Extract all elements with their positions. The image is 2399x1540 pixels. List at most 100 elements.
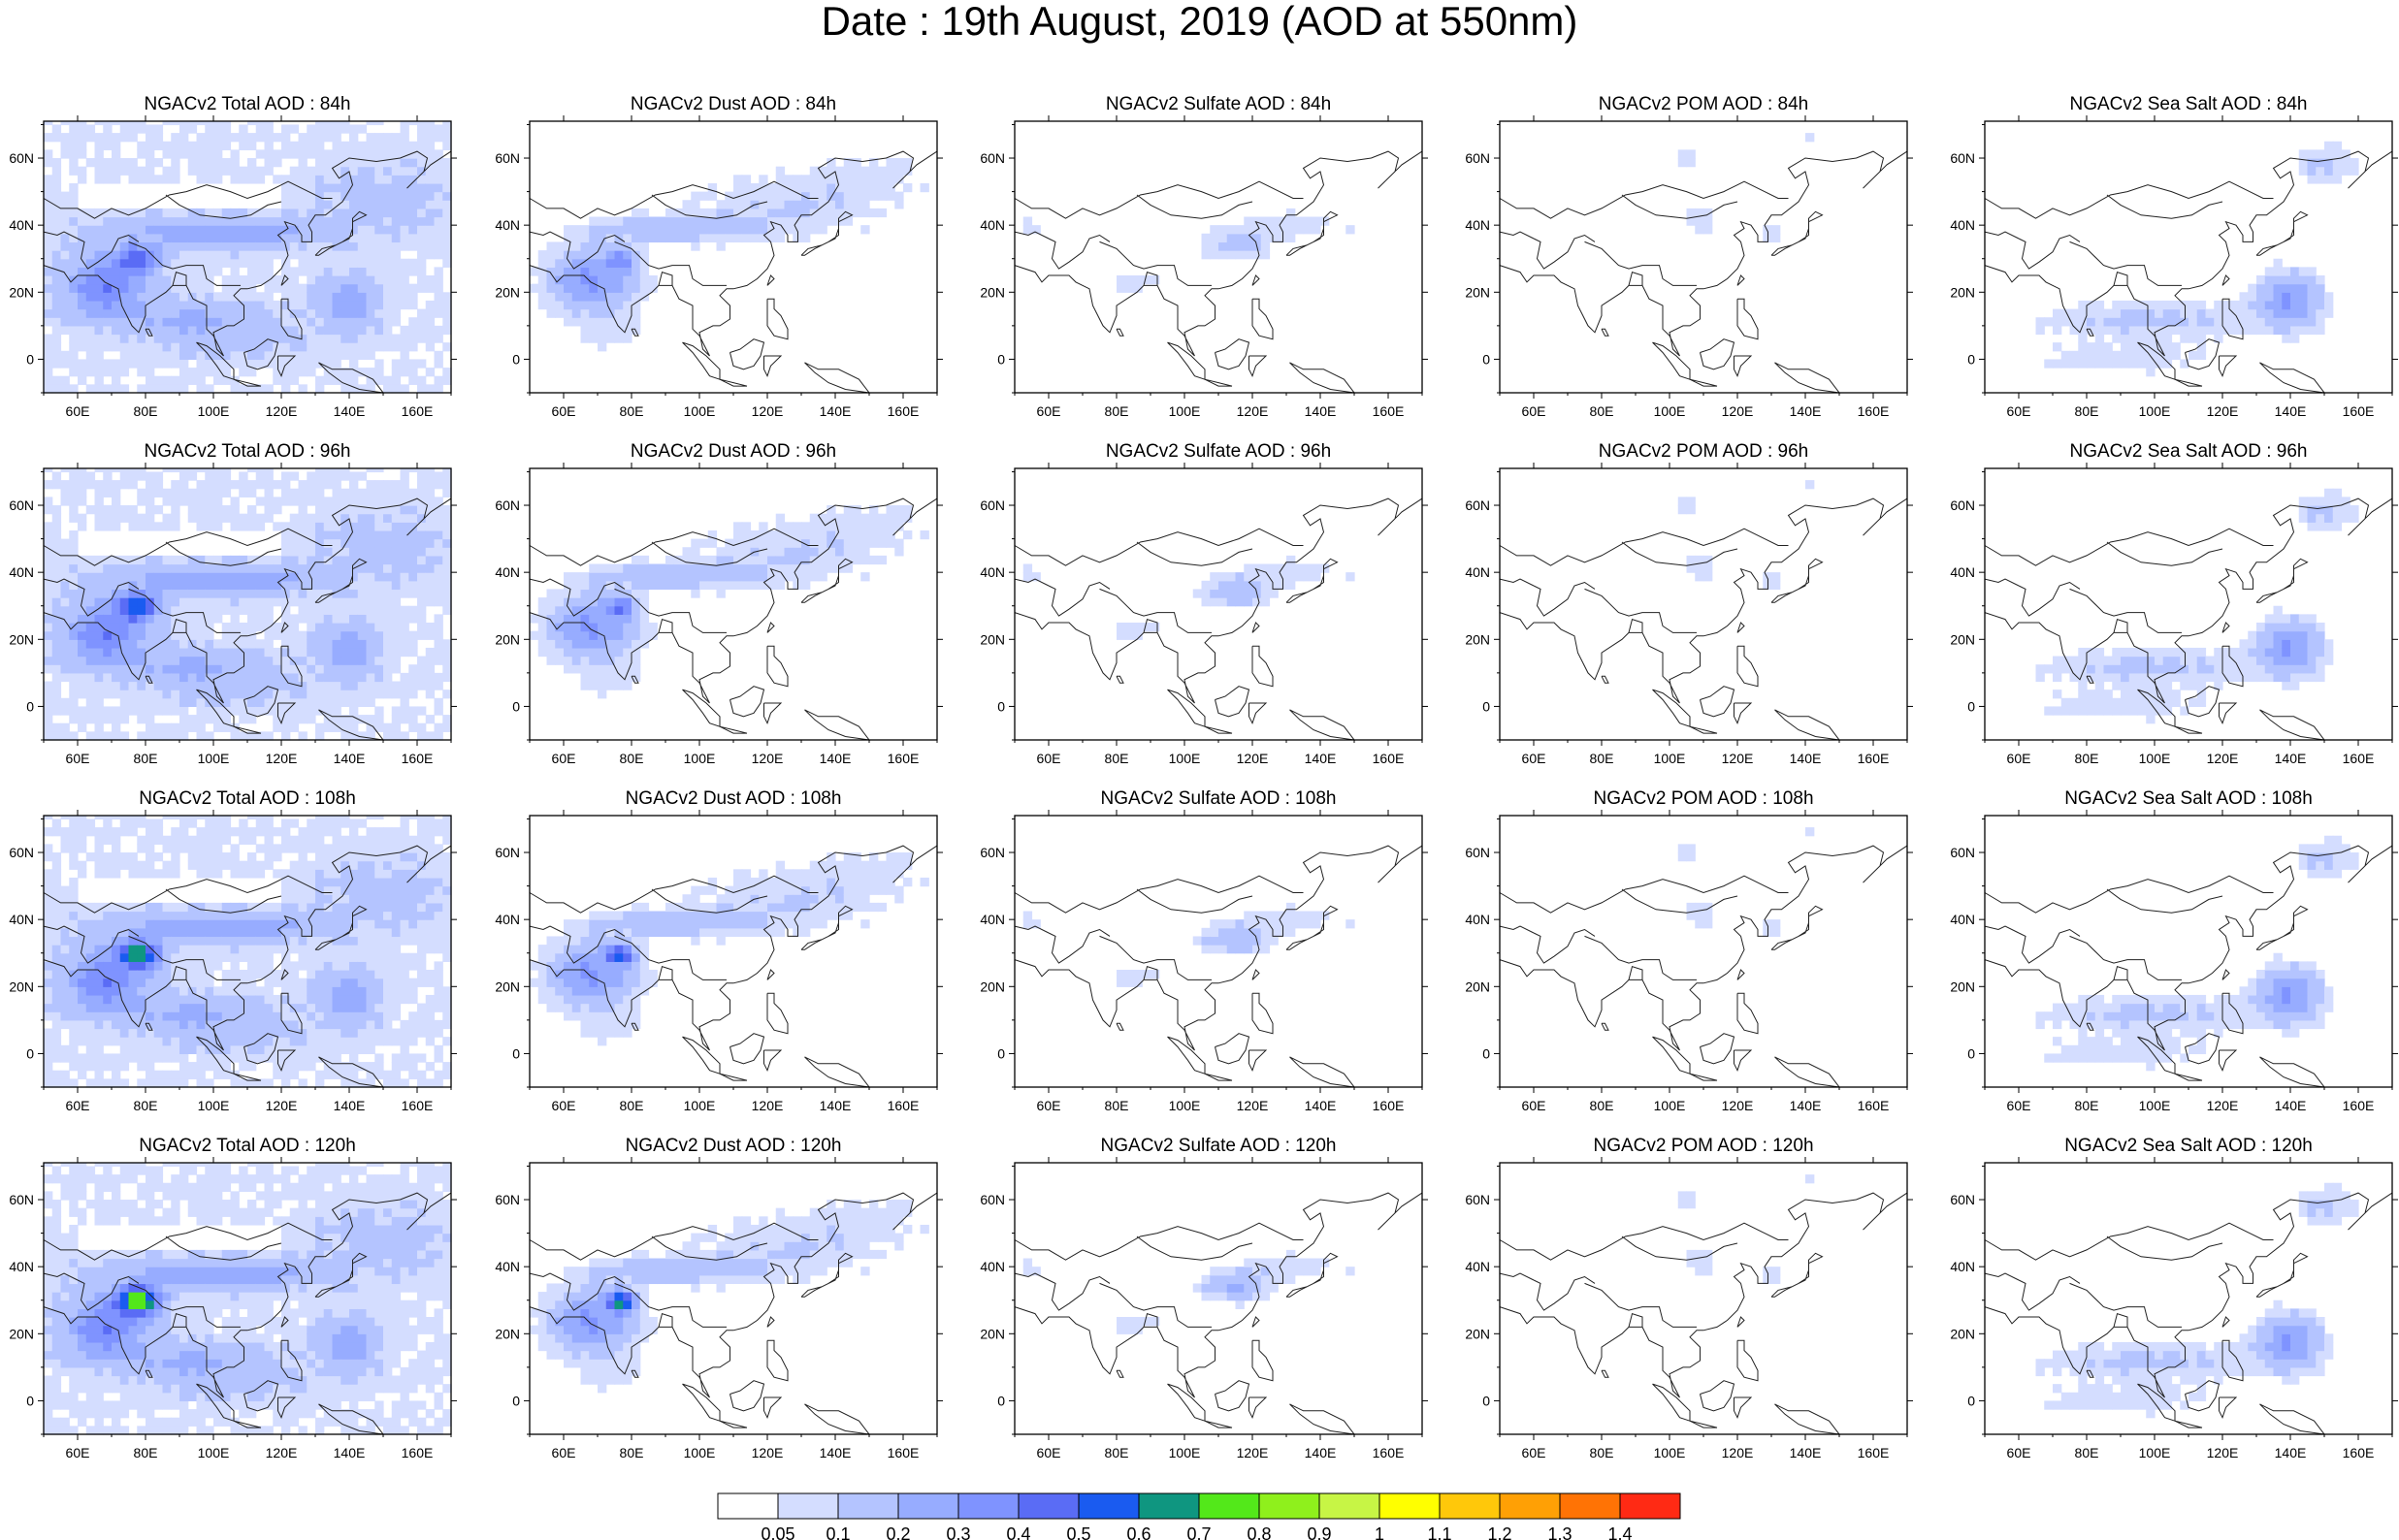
lon-tick-label: 140E (2275, 1445, 2307, 1460)
lat-tick-label: 0 (1967, 1045, 1975, 1061)
lon-tick-label: 120E (1722, 1445, 1754, 1460)
panel-title: NGACv2 Sea Salt AOD : 108h (2064, 788, 2313, 809)
panel-title: NGACv2 Sulfate AOD : 84h (1106, 94, 1331, 114)
map-panel: NGACv2 Dust AOD : 96h 60E 80E 100E 120E 140E 1… (495, 441, 943, 766)
lon-tick-label: 120E (1237, 751, 1269, 766)
lat-tick-label: 60N (9, 845, 34, 860)
lon-tick-label: 160E (1858, 1445, 1890, 1460)
lon-tick-label: 100E (198, 1098, 230, 1113)
map-panel: NGACv2 Total AOD : 84h 60E 80E 100E 120E 140E… (9, 94, 457, 419)
lat-tick-label: 60N (1465, 497, 1490, 513)
lat-tick-label: 20N (1465, 631, 1490, 647)
lat-tick-label: 40N (1950, 1259, 1975, 1274)
map-panel: NGACv2 Sea Salt AOD : 84h 60E 80E 100E 120E 1… (1950, 94, 2398, 419)
lon-tick-label: 120E (2207, 403, 2239, 419)
lon-tick-label: 140E (1790, 1445, 1822, 1460)
colorbar-label: 1.3 (1547, 1524, 1572, 1540)
lat-tick-label: 40N (495, 1259, 520, 1274)
lat-tick-label: 60N (9, 150, 34, 166)
lat-tick-label: 40N (980, 217, 1005, 233)
panel-title: NGACv2 Dust AOD : 84h (631, 94, 836, 114)
lon-tick-label: 160E (402, 1098, 434, 1113)
lat-tick-label: 20N (1465, 284, 1490, 300)
panel-title: NGACv2 Sea Salt AOD : 96h (2069, 441, 2307, 462)
lon-tick-label: 120E (266, 751, 298, 766)
colorbar-label: 1.1 (1427, 1524, 1451, 1540)
lat-tick-label: 40N (9, 217, 34, 233)
map-panel: NGACv2 Total AOD : 120h 60E 80E 100E 120E 140… (9, 1136, 457, 1460)
panel-title: NGACv2 Sulfate AOD : 120h (1101, 1136, 1337, 1156)
lon-tick-label: 80E (620, 1445, 644, 1460)
lat-tick-label: 40N (9, 1259, 34, 1274)
lon-tick-label: 80E (620, 403, 644, 419)
lat-tick-label: 60N (1950, 845, 1975, 860)
lon-tick-label: 100E (2139, 1098, 2171, 1113)
lat-tick-label: 0 (997, 351, 1005, 367)
lat-tick-label: 60N (9, 497, 34, 513)
lat-tick-label: 0 (512, 1045, 520, 1061)
lon-tick-label: 140E (334, 1445, 366, 1460)
coastlines (1984, 1192, 2393, 1435)
lon-tick-label: 60E (1522, 1445, 1546, 1460)
colorbar-label: 1 (1375, 1524, 1384, 1540)
coastlines (1499, 497, 1908, 741)
lon-tick-label: 140E (334, 751, 366, 766)
lat-tick-label: 0 (997, 1045, 1005, 1061)
panel-title: NGACv2 Total AOD : 120h (139, 1136, 356, 1156)
aod-field (2035, 488, 2359, 724)
map-panel: NGACv2 Sea Salt AOD : 96h 60E 80E 100E 120E 1… (1950, 441, 2398, 766)
lon-tick-label: 120E (2207, 751, 2239, 766)
lat-tick-label: 20N (1950, 284, 1975, 300)
aod-field (1677, 827, 1815, 938)
map-panel: NGACv2 Total AOD : 108h 60E 80E 100E 120E 140… (9, 788, 457, 1113)
lat-tick-label: 20N (1950, 631, 1975, 647)
colorbar-label: 0.2 (886, 1524, 910, 1540)
coastlines (43, 150, 452, 394)
lon-tick-label: 140E (2275, 403, 2307, 419)
colorbar-label: 1.2 (1487, 1524, 1511, 1540)
lat-tick-label: 60N (1465, 845, 1490, 860)
colorbar-swatch (1258, 1492, 1320, 1520)
lat-tick-label: 20N (9, 1326, 34, 1341)
lon-tick-label: 100E (2139, 751, 2171, 766)
lat-tick-label: 20N (980, 284, 1005, 300)
lon-tick-label: 60E (1037, 1445, 1061, 1460)
lon-tick-label: 100E (684, 751, 716, 766)
lon-tick-label: 80E (2075, 403, 2099, 419)
aod-field (44, 121, 452, 394)
lat-tick-label: 40N (980, 564, 1005, 580)
panel-title: NGACv2 Total AOD : 84h (145, 94, 351, 114)
aod-field (530, 1200, 929, 1394)
lon-tick-label: 100E (1654, 751, 1686, 766)
lon-tick-label: 120E (1722, 1098, 1754, 1113)
lat-tick-label: 20N (9, 631, 34, 647)
aod-field (530, 852, 929, 1046)
lon-tick-label: 140E (820, 751, 852, 766)
lat-tick-label: 60N (980, 845, 1005, 860)
aod-field (44, 468, 452, 741)
lon-tick-label: 120E (2207, 1098, 2239, 1113)
lon-tick-label: 60E (552, 403, 576, 419)
lat-tick-label: 0 (26, 1393, 34, 1408)
lon-tick-label: 120E (1237, 403, 1269, 419)
map-panel: NGACv2 POM AOD : 108h 60E 80E 100E 120E 140E 1… (1465, 788, 1913, 1113)
aod-field (1022, 208, 1355, 293)
lat-tick-label: 20N (980, 1326, 1005, 1341)
lon-tick-label: 100E (1654, 1098, 1686, 1113)
lat-tick-label: 60N (9, 1192, 34, 1207)
lon-tick-label: 160E (888, 1098, 920, 1113)
lon-tick-label: 160E (2343, 1098, 2375, 1113)
lon-tick-label: 140E (334, 403, 366, 419)
lon-tick-label: 120E (266, 1098, 298, 1113)
aod-field (530, 505, 929, 699)
coastlines (1499, 845, 1908, 1088)
lon-tick-label: 160E (2343, 1445, 2375, 1460)
lon-tick-label: 140E (1305, 1098, 1337, 1113)
lat-tick-label: 20N (9, 284, 34, 300)
lat-tick-label: 60N (495, 497, 520, 513)
lon-tick-label: 80E (2075, 1445, 2099, 1460)
colorbar-swatch (1138, 1492, 1200, 1520)
lon-tick-label: 100E (2139, 1445, 2171, 1460)
lon-tick-label: 140E (1305, 1445, 1337, 1460)
lat-tick-label: 40N (1465, 1259, 1490, 1274)
